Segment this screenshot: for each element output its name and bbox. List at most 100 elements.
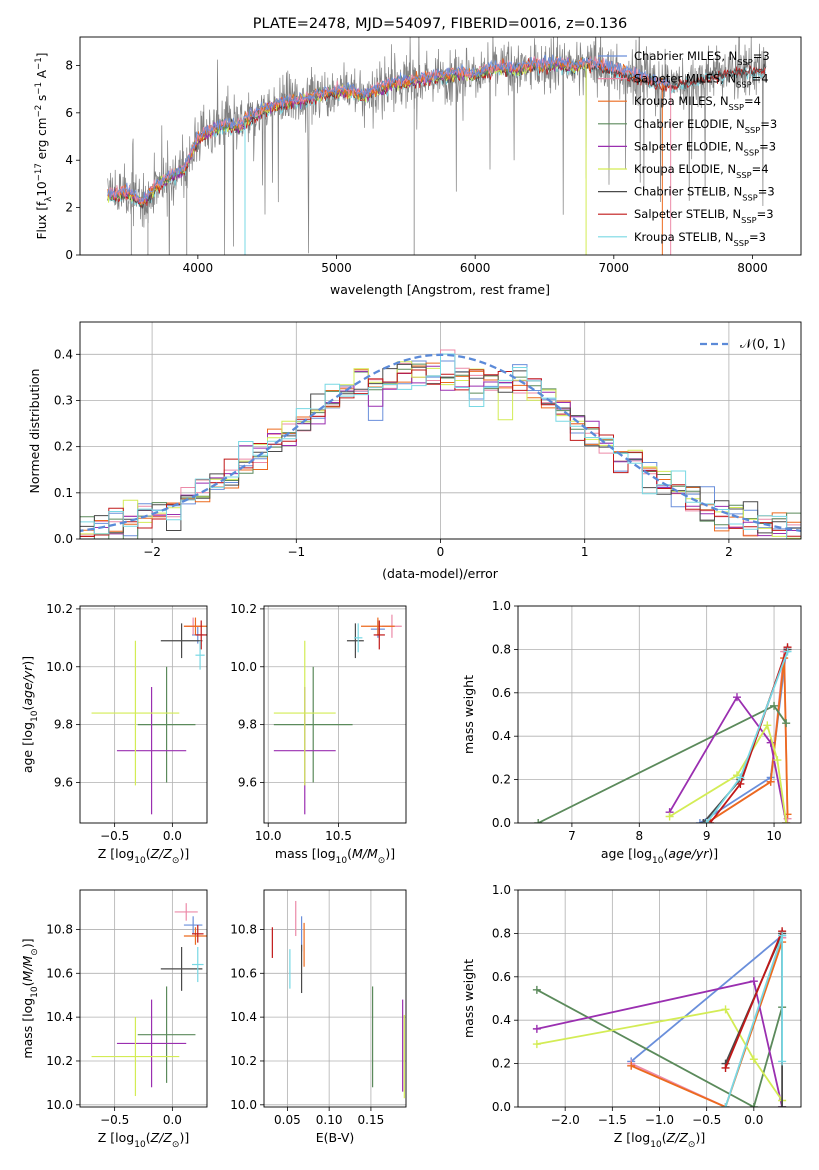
x-axis-label: mass [log10(M/M⊙)]	[275, 846, 395, 866]
y-axis-label: mass weight	[461, 675, 476, 754]
y-tick-label: 0.4	[54, 347, 73, 361]
weight-marker	[778, 931, 787, 940]
weight-marker	[783, 647, 792, 656]
mass-vs-metallicity-panel: −0.5 0.0 10.0 10.2 10.4 10.6 10.8 Z [log10(Z/Z⊙…	[20, 889, 208, 1150]
axes-frame	[79, 889, 208, 1108]
x-tick-label: 0.10	[316, 1113, 343, 1127]
y-tick-label: 0.2	[492, 1057, 511, 1071]
y-tick-label: 10.4	[230, 1010, 257, 1024]
y-tick-label: 10.8	[230, 922, 257, 936]
weight-marker	[627, 1061, 636, 1070]
y-tick-label: 0.6	[492, 970, 511, 984]
x-axis-label: Z [log10(Z/Z⊙)]	[98, 1130, 189, 1150]
y-tick-label: 2	[65, 201, 73, 215]
age-vs-mass-panel: 10.0 10.5 9.6 9.8 10.0 10.2 mass [log10(M/M⊙)]	[230, 602, 407, 866]
y-tick-label: 10.2	[230, 1054, 257, 1068]
x-tick-label: −1.5	[598, 1113, 627, 1127]
weight-series-line	[668, 695, 788, 823]
x-tick-label: 0.0	[163, 1113, 182, 1127]
y-tick-label: 0.8	[492, 642, 511, 656]
y-tick-label: 0.6	[492, 686, 511, 700]
residual-histogram-panel: −2 −1 0 1 2 0.0 0.1 0.2 0.3 0.4 (data-model)/error…	[27, 321, 802, 581]
legend-label: Chabrier ELODIE, NSSP=3	[634, 117, 777, 135]
x-tick-label: 0	[437, 545, 445, 559]
x-tick-label: 7	[568, 829, 576, 843]
x-tick-label: 9	[703, 829, 711, 843]
x-tick-label: 4000	[183, 261, 214, 275]
x-tick-label: −0.5	[100, 829, 129, 843]
x-tick-label: −1.0	[645, 1113, 674, 1127]
weight-marker	[532, 985, 541, 994]
legend-label: Salpeter MILES, NSSP=4	[634, 72, 769, 90]
mass-vs-ebv-panel: 0.05 0.10 0.15 10.0 10.2 10.4 10.6 10.8 E(B-V)	[230, 889, 407, 1145]
weight-series-line	[630, 941, 783, 1107]
y-tick-label: 9.6	[238, 775, 257, 789]
weight-marker	[766, 777, 775, 786]
weight-series-line	[706, 658, 789, 823]
y-tick-label: 10.0	[230, 660, 257, 674]
y-axis-label: age [log10(age/yr)]	[20, 656, 40, 773]
y-tick-label: 10.0	[46, 660, 73, 674]
y-tick-label: 10.6	[46, 966, 73, 980]
y-tick-label: 10.0	[230, 1098, 257, 1112]
plot-area	[534, 643, 792, 823]
x-tick-label: 6000	[460, 261, 491, 275]
x-tick-label: 10	[766, 829, 781, 843]
x-tick-label: 2	[725, 545, 733, 559]
y-tick-label: 0.0	[492, 816, 511, 830]
weight-series-line	[536, 989, 783, 1107]
plot-area	[271, 900, 405, 1099]
weight-marker	[532, 1040, 541, 1049]
x-axis-label: (data-model)/error	[382, 566, 499, 581]
weight-marker	[534, 819, 543, 823]
weight-marker	[665, 812, 674, 821]
y-axis-label: Normed distribution	[27, 369, 42, 494]
y-tick-label: 10.6	[230, 966, 257, 980]
x-tick-label: 0.0	[744, 1113, 763, 1127]
x-tick-label: 8	[635, 829, 643, 843]
chart-title: PLATE=2478, MJD=54097, FIBERID=0016, z=0…	[253, 16, 627, 32]
y-tick-label: 9.6	[54, 775, 73, 789]
axes-frame	[263, 605, 407, 824]
legend-label: Salpeter STELIB, NSSP=3	[634, 207, 774, 225]
x-tick-label: 10.0	[255, 829, 282, 843]
y-tick-label: 10.4	[46, 1010, 73, 1024]
axes-frame	[517, 605, 802, 824]
model-spectrum-line	[107, 54, 670, 203]
x-tick-label: 7000	[599, 261, 630, 275]
y-tick-label: 0.1	[54, 486, 73, 500]
weight-marker	[749, 1103, 758, 1107]
weight-series-line	[537, 704, 787, 823]
weight-marker	[770, 701, 779, 710]
x-tick-label: −0.5	[692, 1113, 721, 1127]
weight-vs-metallicity-panel: −2.0 −1.5 −1.0 −0.5 0.0 0.0 0.2 0.4 0.6 0.8 1.0 Z […	[461, 883, 802, 1150]
weight-marker	[732, 693, 741, 702]
y-axis-label: mass [log10(M/M⊙)]	[20, 938, 40, 1058]
legend-label: 𝒩(0, 1)	[740, 336, 786, 351]
x-tick-label: 5000	[321, 261, 352, 275]
y-axis-label: mass weight	[461, 959, 476, 1038]
weight-marker	[782, 819, 791, 823]
weight-marker	[721, 1103, 730, 1107]
weight-marker	[778, 1057, 787, 1066]
x-tick-label: 0.0	[163, 829, 182, 843]
x-axis-label: Z [log10(Z/Z⊙)]	[98, 846, 189, 866]
weight-marker	[782, 719, 791, 728]
y-tick-label: 0.0	[492, 1100, 511, 1114]
weight-marker	[721, 1005, 730, 1014]
plot-area	[532, 927, 787, 1107]
y-tick-label: 8	[65, 58, 73, 72]
weight-marker	[763, 721, 772, 730]
legend-label: Chabrier MILES, NSSP=3	[634, 49, 770, 67]
x-axis-label: age [log10(age/yr)]	[601, 846, 718, 866]
y-tick-label: 9.8	[238, 718, 257, 732]
y-tick-label: 0.4	[492, 1013, 511, 1027]
weight-marker	[702, 819, 711, 823]
weight-marker	[706, 819, 715, 823]
x-tick-label: −2	[143, 545, 161, 559]
legend: Chabrier MILES, NSSP=3 Salpeter MILES, NS…	[598, 49, 777, 248]
x-axis-label: E(B-V)	[316, 1130, 355, 1145]
y-tick-label: 6	[65, 106, 73, 120]
weight-marker	[749, 977, 758, 986]
weight-marker	[778, 1103, 787, 1107]
